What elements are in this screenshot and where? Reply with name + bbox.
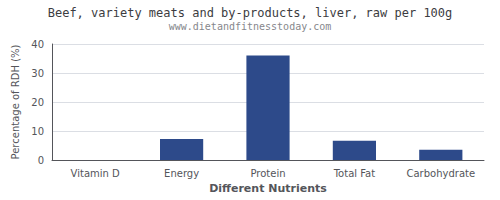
svg-text:Total Fat: Total Fat xyxy=(333,168,375,179)
svg-text:10: 10 xyxy=(31,126,44,137)
svg-text:30: 30 xyxy=(31,68,44,79)
svg-text:Carbohydrate: Carbohydrate xyxy=(406,168,475,179)
svg-text:Protein: Protein xyxy=(250,168,285,179)
svg-text:Vitamin D: Vitamin D xyxy=(71,168,120,179)
svg-text:www.dietandfitnesstoday.com: www.dietandfitnesstoday.com xyxy=(169,21,332,32)
svg-text:Energy: Energy xyxy=(164,168,199,179)
svg-text:20: 20 xyxy=(31,97,44,108)
svg-text:40: 40 xyxy=(31,39,44,50)
svg-text:Beef, variety meats and by-pro: Beef, variety meats and by-products, liv… xyxy=(48,6,453,20)
svg-text:Different Nutrients: Different Nutrients xyxy=(209,182,327,195)
svg-text:Percentage of RDH (%): Percentage of RDH (%) xyxy=(10,44,21,159)
svg-text:0: 0 xyxy=(38,155,44,166)
